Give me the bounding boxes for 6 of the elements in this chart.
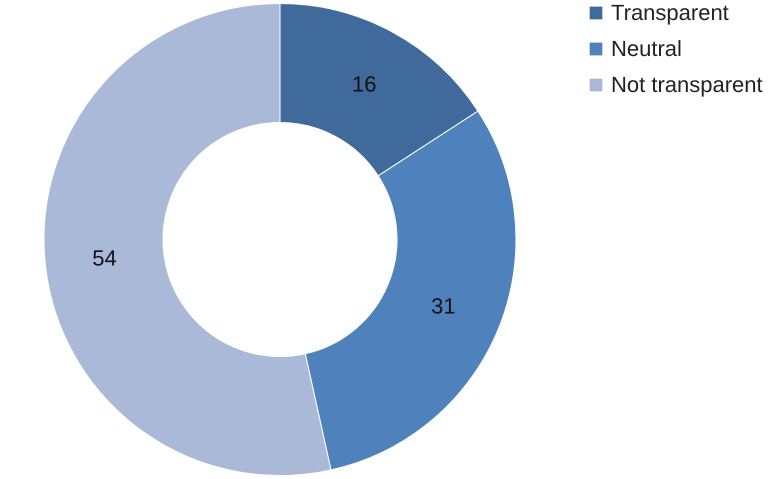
legend-label: Neutral xyxy=(611,36,682,61)
data-label: 54 xyxy=(92,246,117,271)
data-label: 16 xyxy=(352,71,376,96)
legend-label: Not transparent xyxy=(611,72,763,97)
legend-label: Transparent xyxy=(611,0,729,25)
data-label: 31 xyxy=(431,293,456,318)
